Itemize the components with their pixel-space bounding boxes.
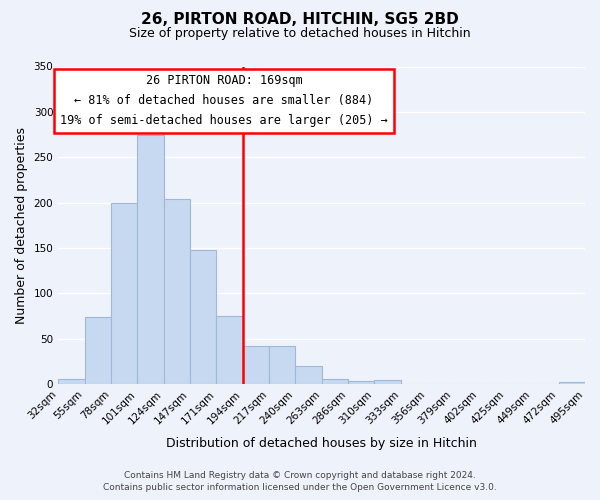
- Text: 26 PIRTON ROAD: 169sqm
← 81% of detached houses are smaller (884)
19% of semi-de: 26 PIRTON ROAD: 169sqm ← 81% of detached…: [60, 74, 388, 128]
- Text: Size of property relative to detached houses in Hitchin: Size of property relative to detached ho…: [129, 28, 471, 40]
- Bar: [269, 346, 295, 384]
- Text: 26, PIRTON ROAD, HITCHIN, SG5 2BD: 26, PIRTON ROAD, HITCHIN, SG5 2BD: [141, 12, 459, 28]
- Bar: [111, 202, 137, 384]
- Bar: [242, 346, 269, 384]
- X-axis label: Distribution of detached houses by size in Hitchin: Distribution of detached houses by size …: [166, 437, 477, 450]
- Bar: [348, 380, 374, 384]
- Bar: [216, 316, 242, 384]
- Bar: [58, 378, 85, 384]
- Bar: [164, 199, 190, 384]
- Bar: [559, 382, 585, 384]
- Bar: [322, 378, 348, 384]
- Bar: [374, 380, 401, 384]
- Y-axis label: Number of detached properties: Number of detached properties: [15, 127, 28, 324]
- Bar: [295, 366, 322, 384]
- Bar: [137, 134, 164, 384]
- Text: Contains HM Land Registry data © Crown copyright and database right 2024.
Contai: Contains HM Land Registry data © Crown c…: [103, 471, 497, 492]
- Bar: [190, 250, 216, 384]
- Bar: [85, 317, 111, 384]
